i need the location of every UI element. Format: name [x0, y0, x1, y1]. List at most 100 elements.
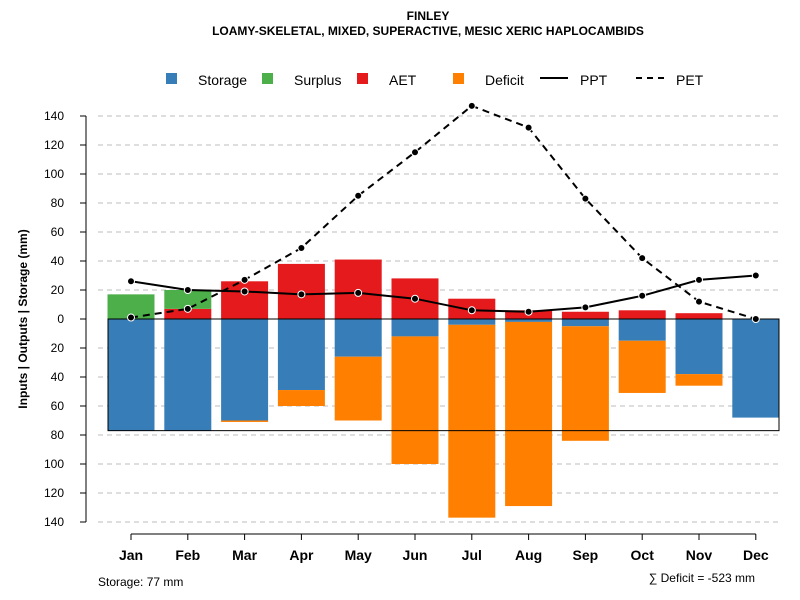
deficit-bar	[561, 326, 609, 441]
aet-bar	[618, 310, 666, 319]
storage-bar	[732, 319, 780, 418]
y-tick-label: 100	[44, 457, 64, 471]
ppt-point	[695, 275, 703, 284]
y-tick-label: 20	[51, 283, 65, 297]
y-axis-title: Inputs | Outputs | Storage (mm)	[16, 229, 30, 408]
x-tick-label: Jun	[403, 547, 428, 563]
ppt-point	[354, 288, 363, 297]
storage-bar	[221, 319, 269, 421]
y-tick-label: 0	[57, 312, 64, 326]
y-tick-label: 80	[51, 428, 65, 442]
legend-surplus-swatch	[262, 73, 273, 84]
pet-point	[751, 315, 760, 323]
deficit-bar	[391, 336, 439, 464]
legend-aet-label: AET	[389, 72, 417, 88]
deficit-bar	[505, 321, 553, 507]
deficit-bar	[277, 390, 325, 406]
legend-storage-swatch	[166, 73, 177, 84]
x-tick-label: Sep	[573, 547, 599, 563]
pet-line	[130, 104, 757, 320]
ppt-point	[183, 286, 192, 294]
y-tick-label: 80	[51, 196, 65, 210]
x-tick-label: Dec	[743, 547, 769, 563]
y-tick-label: 60	[51, 225, 65, 239]
y-tick-label: 60	[51, 399, 65, 413]
chart-title: FINLEY	[407, 9, 450, 23]
bar-layer	[107, 259, 780, 518]
pet-point	[581, 194, 590, 203]
pet-point	[411, 148, 419, 157]
pet-point	[354, 191, 363, 200]
y-tick-label: 20	[51, 341, 65, 355]
y-tick-label: 140	[44, 109, 64, 123]
legend-aet-swatch	[357, 73, 368, 84]
legend-pet-label: PET	[676, 72, 704, 88]
legend-ppt-label: PPT	[580, 72, 608, 88]
pet-point	[638, 254, 647, 263]
ppt-point	[524, 307, 533, 316]
deficit-bar	[675, 374, 723, 386]
pet-point	[467, 101, 476, 110]
legend-storage-label: Storage	[198, 72, 247, 88]
storage-bar	[561, 319, 609, 327]
ppt-point	[297, 290, 306, 299]
aet-bar	[675, 313, 723, 319]
pet-point	[524, 123, 533, 132]
legend-surplus-label: Surplus	[294, 72, 341, 88]
ppt-point	[581, 303, 590, 312]
x-tick-label: Apr	[289, 547, 314, 563]
storage-bar	[164, 319, 212, 431]
axis-layer: 140 120 100 80 60 40 20 0 20 40 60 80 100 120 140 Jan Fe…	[44, 109, 769, 563]
ppt-point	[467, 306, 476, 315]
ppt-point	[240, 287, 249, 296]
y-tick-label: 140	[44, 515, 64, 529]
deficit-bar	[221, 420, 269, 422]
storage-bar	[618, 319, 666, 341]
x-tick-label: Jul	[462, 547, 482, 563]
x-tick-label: Jan	[119, 547, 143, 563]
chart-subtitle: LOAMY-SKELETAL, MIXED, SUPERACTIVE, MESI…	[212, 24, 644, 38]
storage-bar	[277, 319, 325, 391]
pet-point	[127, 313, 135, 322]
surplus-bar	[164, 290, 212, 309]
pet-point	[297, 243, 306, 252]
storage-bar	[334, 319, 382, 357]
x-tick-label: Aug	[515, 547, 542, 563]
ppt-point	[411, 294, 419, 303]
pet-point	[240, 275, 249, 284]
x-tick-label: Oct	[631, 547, 655, 563]
ppt-point	[638, 291, 647, 300]
storage-bar	[505, 319, 553, 322]
line-layer	[127, 101, 760, 323]
storage-bar	[107, 319, 155, 431]
ppt-line	[130, 274, 756, 313]
y-tick-label: 120	[44, 138, 64, 152]
deficit-bar	[618, 340, 666, 393]
x-tick-label: Feb	[175, 547, 200, 563]
deficit-note: ∑ Deficit = -523 mm	[649, 571, 755, 585]
ppt-point	[127, 277, 135, 286]
pet-point	[695, 297, 703, 306]
aet-bar	[561, 311, 609, 319]
y-tick-label: 120	[44, 486, 64, 500]
pet-point	[183, 304, 192, 313]
deficit-bar	[334, 356, 382, 421]
aet-bar	[221, 281, 269, 319]
storage-bar	[391, 319, 439, 337]
storage-bar	[448, 319, 496, 325]
legend-deficit-label: Deficit	[485, 72, 524, 88]
storage-bar	[675, 319, 723, 375]
y-tick-label: 100	[44, 167, 64, 181]
aet-bar	[164, 308, 212, 319]
deficit-bar	[448, 324, 496, 518]
x-tick-label: Nov	[686, 547, 713, 563]
legend-deficit-swatch	[453, 73, 464, 84]
y-tick-label: 40	[51, 370, 65, 384]
storage-note: Storage: 77 mm	[98, 575, 183, 589]
x-tick-label: May	[345, 547, 372, 563]
y-tick-label: 40	[51, 254, 65, 268]
legend: Storage Surplus AET Deficit PPT PET	[166, 72, 704, 88]
x-tick-label: Mar	[232, 547, 257, 563]
ppt-point	[751, 271, 760, 280]
